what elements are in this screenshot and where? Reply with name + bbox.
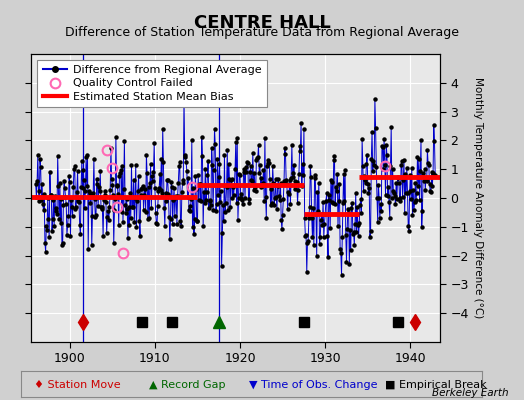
Text: ♦ Station Move: ♦ Station Move [34,380,121,390]
Text: ▼ Time of Obs. Change: ▼ Time of Obs. Change [249,380,377,390]
Text: CENTRE HALL: CENTRE HALL [194,14,330,32]
Text: ▲ Record Gap: ▲ Record Gap [149,380,226,390]
Text: Difference of Station Temperature Data from Regional Average: Difference of Station Temperature Data f… [65,26,459,39]
Y-axis label: Monthly Temperature Anomaly Difference (°C): Monthly Temperature Anomaly Difference (… [473,77,483,319]
Text: Berkeley Earth: Berkeley Earth [432,388,508,398]
Legend: Difference from Regional Average, Quality Control Failed, Estimated Station Mean: Difference from Regional Average, Qualit… [37,60,267,107]
Text: ■ Empirical Break: ■ Empirical Break [385,380,487,390]
